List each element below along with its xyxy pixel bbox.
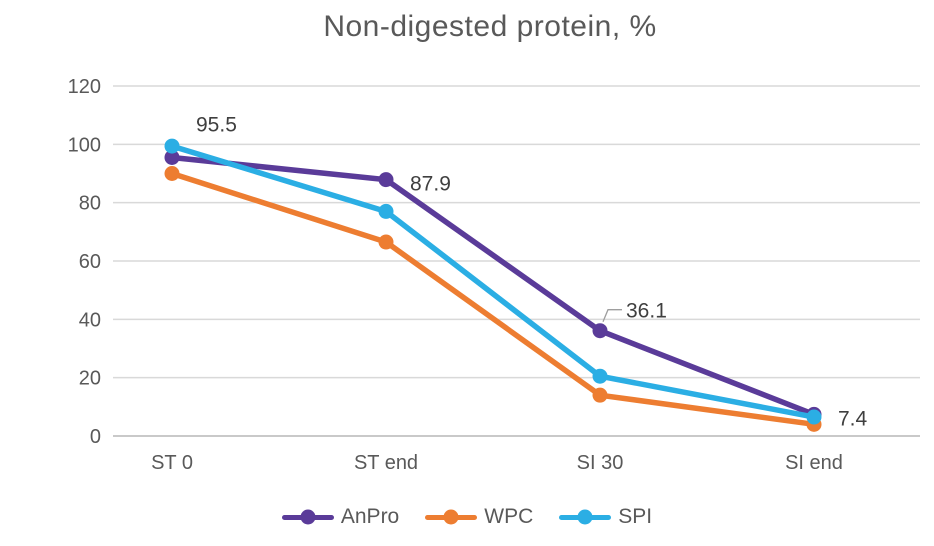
x-tick-label: ST end (354, 452, 418, 474)
legend-label-anpro: AnPro (340, 505, 400, 528)
chart-title: Non-digested protein, % (323, 10, 657, 43)
x-tick-label: SI 30 (577, 452, 624, 474)
data-labels: 95.5 87.9 36.1 7.4 (196, 113, 868, 430)
y-tick-label: 60 (79, 251, 101, 273)
y-tick-label: 100 (68, 134, 101, 156)
legend: AnPro WPC SPI (0, 505, 934, 529)
data-point (592, 368, 608, 384)
legend-label-wpc: WPC (484, 505, 534, 528)
label-leader-line (602, 309, 622, 322)
y-tick-label: 20 (79, 368, 101, 390)
data-label: 95.5 (196, 113, 237, 136)
data-point (164, 166, 180, 181)
data-point (592, 387, 608, 403)
y-axis-labels: 0 20 40 60 80 100 120 (68, 76, 101, 448)
series-line (169, 154, 817, 418)
data-point (164, 138, 180, 154)
series-line (169, 143, 817, 420)
x-tick-label: SI end (785, 452, 843, 474)
legend-label-spi: SPI (618, 505, 653, 528)
data-label: 36.1 (626, 300, 667, 323)
y-tick-label: 0 (90, 426, 101, 448)
data-point (378, 203, 394, 219)
data-label: 7.4 (838, 407, 868, 430)
series-line (169, 170, 817, 428)
series-anpro (164, 149, 822, 422)
data-point (378, 172, 394, 188)
y-tick-label: 120 (68, 76, 101, 98)
y-tick-label: 80 (79, 193, 101, 215)
y-tick-label: 40 (79, 309, 101, 331)
wpc-legend-marker (425, 509, 478, 525)
series-spi (164, 138, 822, 425)
anpro-legend-dot (300, 509, 316, 525)
x-tick-label: ST 0 (151, 452, 193, 474)
x-axis-labels: ST 0 ST end SI 30 SI end (151, 452, 843, 474)
legend-item-spi: SPI (559, 505, 652, 529)
legend-item-wpc: WPC (425, 505, 533, 529)
data-point (164, 149, 180, 165)
spi-legend-dot (577, 509, 593, 525)
data-point (592, 323, 608, 339)
wpc-legend-dot (443, 509, 459, 525)
data-point (806, 409, 822, 425)
legend-item-anpro: AnPro (281, 505, 400, 529)
data-point (378, 234, 394, 250)
gridlines (113, 85, 920, 437)
data-label: 87.9 (410, 173, 451, 196)
series-wpc (164, 166, 822, 432)
spi-legend-marker (559, 509, 612, 525)
anpro-legend-marker (281, 509, 334, 525)
